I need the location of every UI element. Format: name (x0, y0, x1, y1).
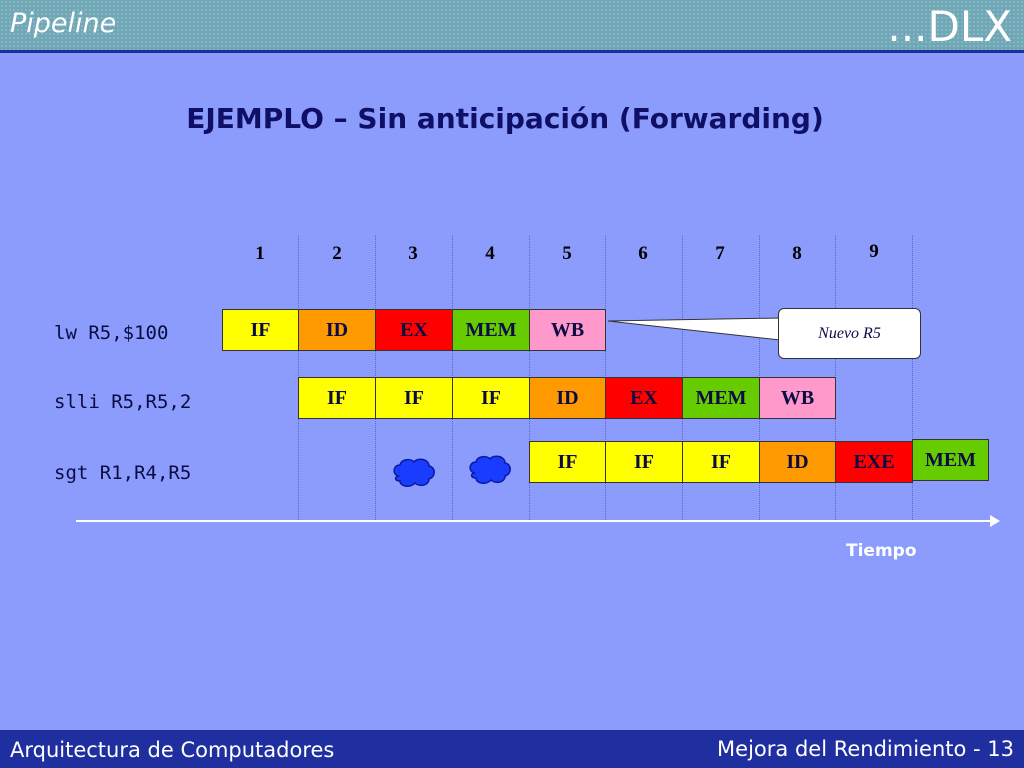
footer-left-text: Arquitectura de Computadores (10, 738, 335, 762)
pipeline-stage: WB (529, 309, 606, 351)
pipeline-stage: IF (298, 377, 376, 419)
pipeline-stage: IF (375, 377, 453, 419)
slide-title: EJEMPLO – Sin anticipación (Forwarding) (186, 102, 824, 135)
pipeline-stage: EX (375, 309, 453, 351)
instruction-label: sgt R1,R4,R5 (54, 462, 192, 484)
cycle-number: 9 (869, 241, 879, 262)
header-divider (0, 50, 1024, 53)
cycle-number: 5 (562, 243, 572, 264)
pipeline-stage: IF (222, 309, 299, 351)
instruction-label: lw R5,$100 (54, 322, 169, 344)
cycle-number: 6 (638, 243, 648, 264)
cycle-number: 7 (715, 243, 725, 264)
header-bar (0, 0, 1024, 50)
pipeline-stage: WB (759, 377, 836, 419)
pipeline-stage: MEM (682, 377, 760, 419)
pipeline-stage: IF (605, 441, 683, 483)
header-left-title: Pipeline (10, 8, 117, 39)
pipeline-stage: ID (298, 309, 376, 351)
callout-note: Nuevo R5 (778, 308, 921, 359)
pipeline-stage: IF (452, 377, 530, 419)
time-axis-label: Tiempo (846, 541, 917, 561)
cycle-divider (912, 235, 913, 520)
time-axis (76, 520, 992, 522)
pipeline-stage: ID (759, 441, 836, 483)
instruction-label: slli R5,R5,2 (54, 391, 192, 413)
footer-right-text: Mejora del Rendimiento - 13 (717, 737, 1014, 761)
pipeline-stage: IF (529, 441, 606, 483)
cycle-number: 4 (485, 243, 495, 264)
cycle-number: 1 (255, 243, 265, 264)
pipeline-stage: EX (605, 377, 683, 419)
stall-bubble (469, 455, 511, 484)
pipeline-stage: EXE (835, 441, 913, 483)
pipeline-stage: ID (529, 377, 606, 419)
footer-divider (0, 730, 1024, 733)
footer-bar (0, 733, 1024, 768)
stall-bubble (393, 458, 435, 487)
pipeline-stage: MEM (452, 309, 530, 351)
cycle-number: 8 (792, 243, 802, 264)
pipeline-stage: IF (682, 441, 760, 483)
header-right-title: ...DLX (887, 2, 1012, 51)
cycle-number: 2 (332, 243, 342, 264)
pipeline-stage: MEM (912, 439, 989, 481)
cycle-number: 3 (408, 243, 418, 264)
time-axis-arrow (990, 515, 1000, 527)
